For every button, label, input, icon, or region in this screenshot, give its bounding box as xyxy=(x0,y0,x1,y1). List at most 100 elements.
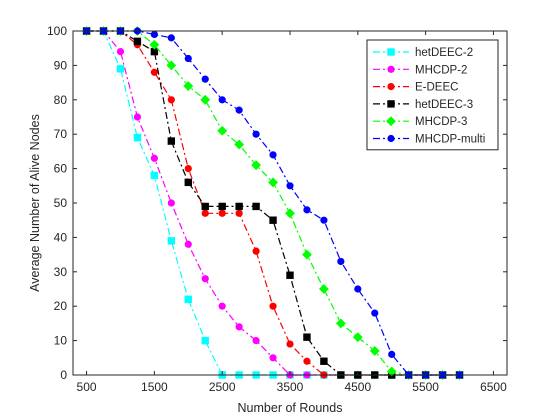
data-point xyxy=(166,60,177,71)
data-point xyxy=(201,275,209,283)
data-point xyxy=(303,206,311,214)
data-point xyxy=(218,209,226,217)
data-point xyxy=(252,130,260,138)
y-tick-label: 10 xyxy=(54,334,68,348)
y-tick-label: 60 xyxy=(54,162,68,176)
data-point xyxy=(201,75,209,83)
legend-label: MHCDP-3 xyxy=(415,116,467,128)
legend-item: hetDEEC-2 xyxy=(373,47,473,59)
legend-label: MHCDP-2 xyxy=(415,64,467,76)
data-point xyxy=(269,354,277,362)
legend-marker xyxy=(386,116,396,127)
data-point xyxy=(234,139,245,150)
data-point xyxy=(149,39,160,50)
data-point xyxy=(320,357,328,365)
axes: 500 1500 2500 3500 4500 5500 6500 0 10 20 30 40 50 60… xyxy=(47,24,508,394)
data-point xyxy=(183,81,194,91)
legend-item: MHCDP-3 xyxy=(373,116,467,128)
data-point xyxy=(201,202,209,211)
data-point xyxy=(252,247,260,255)
legend-box xyxy=(366,39,499,151)
data-point xyxy=(150,68,158,76)
data-point xyxy=(285,208,295,219)
data-point xyxy=(217,125,228,136)
legend-marker xyxy=(387,65,395,73)
y-axis-label: Average Number of Alive Nodes xyxy=(28,114,42,292)
data-point xyxy=(167,137,176,145)
legend-item: E-DEEC xyxy=(373,82,458,94)
data-point xyxy=(252,337,260,345)
data-point xyxy=(184,240,192,248)
data-point xyxy=(352,332,363,343)
data-point xyxy=(252,202,260,211)
data-point xyxy=(269,151,277,159)
x-tick-label: 4500 xyxy=(344,380,371,394)
data-point xyxy=(200,94,211,105)
data-point xyxy=(354,285,362,293)
x-tick-label: 5500 xyxy=(412,380,439,394)
data-point xyxy=(251,160,262,171)
legend-label: hetDEEC-2 xyxy=(415,47,473,59)
data-point xyxy=(318,284,329,294)
legend: hetDEEC-2 MHCDP-2 E-DEEC hetDEEC-3 MHCDP-3 MH… xyxy=(366,39,499,151)
y-tick-label: 50 xyxy=(54,196,68,210)
data-point xyxy=(116,48,125,56)
data-point xyxy=(286,182,294,190)
legend-item: MHCDP-multi xyxy=(373,134,485,146)
data-point xyxy=(286,271,294,279)
x-tick-label: 1500 xyxy=(141,380,168,394)
y-tick-label: 40 xyxy=(54,230,68,244)
data-point xyxy=(116,65,125,73)
data-point xyxy=(235,209,243,217)
data-point xyxy=(235,106,243,114)
data-point xyxy=(184,54,192,63)
data-point xyxy=(286,340,294,348)
data-point xyxy=(184,165,192,173)
data-point xyxy=(269,216,277,224)
data-point xyxy=(235,323,243,331)
y-tick-label: 70 xyxy=(54,127,68,141)
data-point xyxy=(133,133,142,142)
data-point xyxy=(167,237,176,245)
data-point xyxy=(337,257,345,266)
data-point xyxy=(335,318,346,329)
x-tick-label: 500 xyxy=(77,380,97,394)
data-point xyxy=(150,154,158,162)
data-point xyxy=(150,171,159,180)
data-point xyxy=(386,366,397,377)
legend-marker xyxy=(387,83,395,91)
y-tick-label: 20 xyxy=(54,299,68,313)
x-tick-label: 3500 xyxy=(277,380,304,394)
data-point xyxy=(184,178,192,187)
data-point xyxy=(133,37,142,46)
y-tick-label: 100 xyxy=(47,24,67,38)
legend-marker xyxy=(387,100,395,108)
data-point xyxy=(320,216,328,224)
legend-label: hetDEEC-3 xyxy=(415,99,473,111)
y-tick-label: 0 xyxy=(60,368,67,382)
data-point xyxy=(218,302,226,310)
data-point xyxy=(167,199,175,207)
y-tick-label: 90 xyxy=(54,58,68,72)
data-point xyxy=(133,113,142,121)
data-point xyxy=(235,202,243,211)
legend-item: MHCDP-2 xyxy=(373,64,467,76)
data-point xyxy=(167,96,175,104)
legend-marker xyxy=(387,48,395,56)
data-point xyxy=(201,336,209,345)
legend-label: MHCDP-multi xyxy=(415,134,485,146)
data-point xyxy=(268,177,278,188)
data-point xyxy=(218,202,226,211)
x-axis-label: Number of Rounds xyxy=(238,401,343,415)
legend-marker xyxy=(387,134,395,143)
data-point xyxy=(269,302,277,310)
x-tick-label: 6500 xyxy=(480,380,507,394)
data-point xyxy=(388,350,396,358)
y-tick-label: 30 xyxy=(54,265,68,279)
data-point xyxy=(369,346,380,356)
data-point xyxy=(201,209,209,217)
legend-item: hetDEEC-3 xyxy=(373,99,473,111)
data-point xyxy=(302,249,312,260)
data-point xyxy=(371,309,379,317)
